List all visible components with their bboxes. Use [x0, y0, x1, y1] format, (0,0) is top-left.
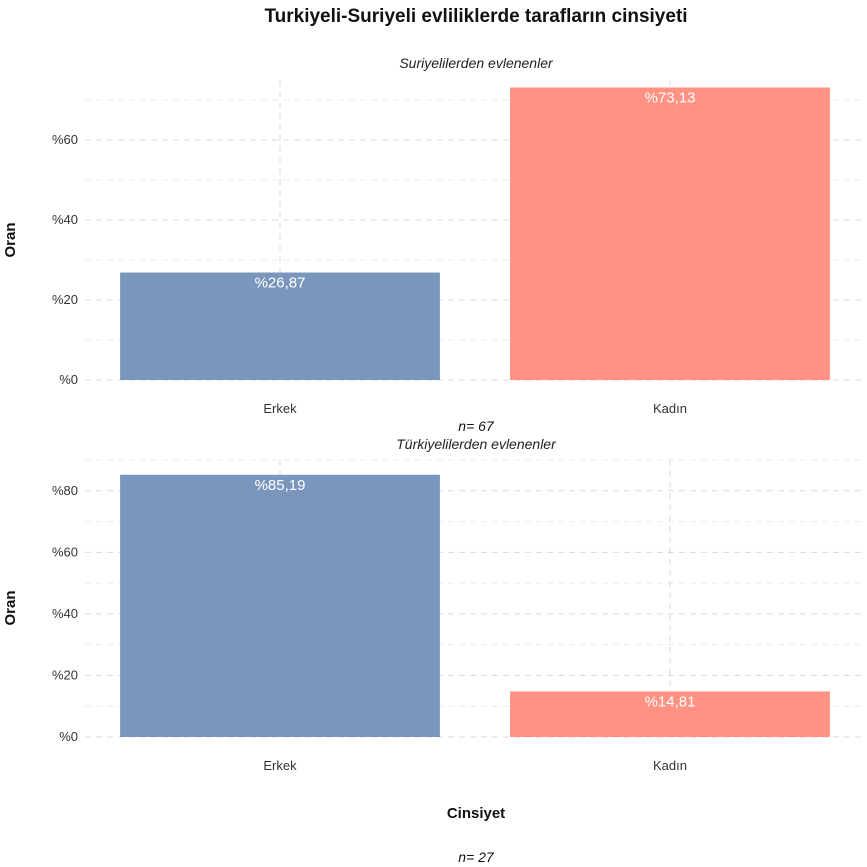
- panel-1-bars: %26,87 %73,13: [120, 87, 830, 380]
- y-tick-label: %20: [52, 667, 78, 682]
- panel-2-y-ticks: %0 %20 %40 %60 %80: [52, 483, 78, 744]
- panel-2-x-ticks: Erkek Kadın: [263, 758, 687, 773]
- y-tick-label: %60: [52, 544, 78, 559]
- panel-1-y-ticks: %0 %20 %40 %60: [52, 132, 78, 387]
- x-axis-label: Cinsiyet: [447, 805, 505, 822]
- y-tick-label: %40: [52, 606, 78, 621]
- bar-value-label: %85,19: [255, 477, 306, 494]
- bar-value-label: %73,13: [645, 89, 696, 106]
- y-tick-label: %60: [52, 132, 78, 147]
- bar-kadın: [510, 691, 830, 737]
- y-tick-label: %40: [52, 212, 78, 227]
- y-tick-label: %20: [52, 292, 78, 307]
- panel-2-sample-size: n= 27: [458, 849, 495, 865]
- y-tick-label: %0: [59, 729, 78, 744]
- panel-syrian: Suriyelilerden evlenenler Oran %26,87 %73…: [2, 55, 865, 434]
- x-tick-label: Kadın: [653, 758, 687, 773]
- bar-value-label: %14,81: [645, 693, 696, 710]
- panel-turkish: Türkiyelilerden evlenenler Oran %85,19 %1…: [2, 436, 865, 865]
- panel-2-bars: %85,19 %14,81: [120, 474, 830, 737]
- bar-erkek: [120, 272, 440, 380]
- chart-title: Turkiyeli-Suriyeli evliliklerde taraflar…: [264, 6, 687, 27]
- y-tick-label: %80: [52, 483, 78, 498]
- panel-1-y-axis-label: Oran: [2, 222, 19, 257]
- panel-1-subtitle: Suriyelilerden evlenenler: [399, 55, 554, 71]
- bar-value-label: %26,87: [255, 275, 306, 292]
- bar-kadın: [510, 87, 830, 380]
- x-tick-label: Kadın: [653, 401, 687, 416]
- x-tick-label: Erkek: [263, 401, 297, 416]
- x-tick-label: Erkek: [263, 758, 297, 773]
- panel-2-y-axis-label: Oran: [2, 590, 19, 625]
- panel-1-x-ticks: Erkek Kadın: [263, 401, 687, 416]
- bar-erkek: [120, 474, 440, 737]
- panel-1-sample-size: n= 67: [458, 418, 495, 434]
- panel-2-subtitle: Türkiyelilerden evlenenler: [396, 436, 557, 452]
- y-tick-label: %0: [59, 372, 78, 387]
